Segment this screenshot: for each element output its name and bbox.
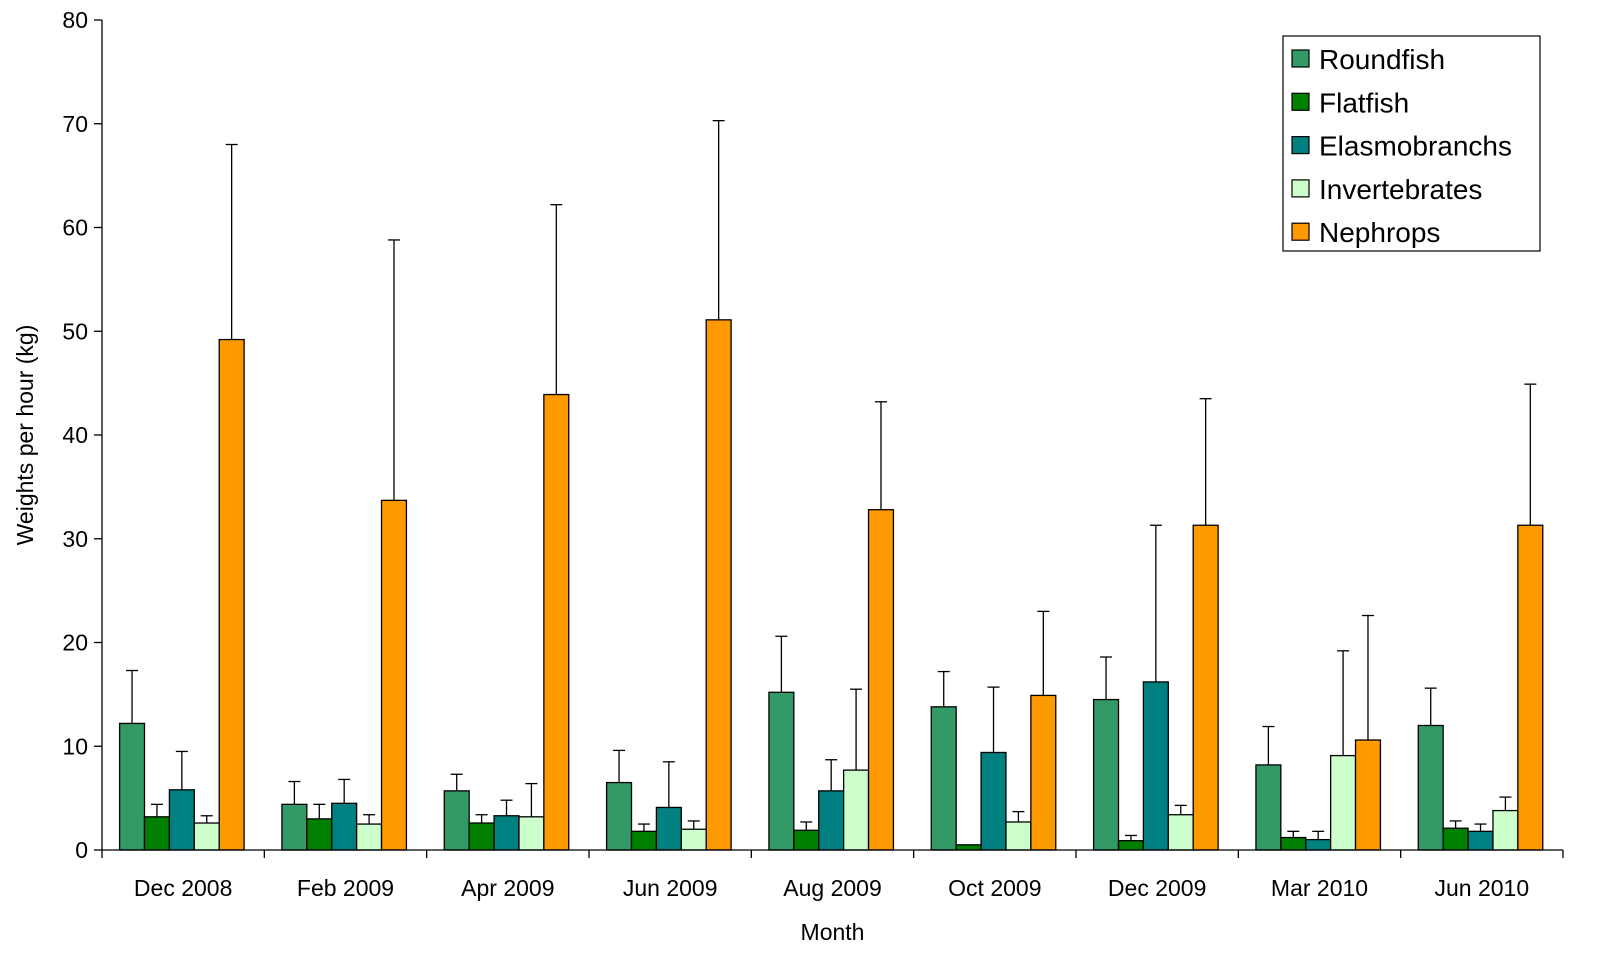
x-tick-label: Jun 2010	[1435, 875, 1530, 901]
legend-items: Roundfish Flatfish Elasmobranchs Invertebra…	[1291, 44, 1512, 248]
bar-nephrops	[1030, 694, 1057, 851]
legend-label-nephrops: Nephrops	[1319, 217, 1440, 248]
x-tick-label: Mar 2010	[1271, 875, 1368, 901]
bar-roundfish	[281, 803, 308, 851]
x-tick-label: Oct 2009	[948, 875, 1041, 901]
bar-nephrops	[705, 319, 732, 851]
legend-label-roundfish: Roundfish	[1319, 44, 1445, 75]
bar-roundfish	[1417, 724, 1444, 851]
bar-invertebrates	[193, 822, 220, 851]
bar-invertebrates	[1329, 754, 1357, 851]
legend-swatch-elasmobranchs	[1291, 136, 1310, 155]
bar-elasmobranchs	[331, 802, 358, 851]
bar-elasmobranchs	[980, 751, 1007, 851]
y-tick-label: 30	[62, 526, 88, 552]
y-tick-label: 70	[62, 111, 88, 137]
x-tick-label: Apr 2009	[461, 875, 554, 901]
bar-elasmobranchs	[493, 815, 520, 851]
legend-box	[1282, 35, 1541, 252]
bar-elasmobranchs	[168, 789, 195, 851]
bar-roundfish	[930, 706, 957, 851]
y-tick-label: 60	[62, 215, 88, 241]
y-tick-label: 0	[75, 837, 88, 863]
bar-elasmobranchs	[1467, 830, 1494, 851]
legend-swatch-flatfish	[1291, 92, 1310, 111]
bar-nephrops	[867, 509, 895, 851]
bar-roundfish	[1092, 698, 1120, 851]
y-tick-label: 40	[62, 422, 88, 448]
bar-flatfish	[630, 830, 658, 851]
bar-flatfish	[468, 822, 495, 851]
y-ticks: 0 10 20 30 40 50 60 70 80	[62, 7, 102, 863]
bar-invertebrates	[355, 823, 383, 851]
legend-label-invertebrates: Invertebrates	[1319, 174, 1482, 205]
bar-roundfish	[605, 781, 633, 851]
y-tick-label: 80	[62, 7, 88, 33]
bar-flatfish	[1117, 840, 1145, 851]
x-axis-title: Month	[801, 919, 865, 945]
bar-nephrops	[1354, 739, 1382, 851]
x-ticks: Dec 2008 Feb 2009 Apr 2009 Jun 2009 Aug 2009…	[101, 850, 1564, 901]
bar-invertebrates	[842, 769, 870, 851]
y-tick-label: 20	[62, 630, 88, 656]
bar-nephrops	[380, 499, 408, 851]
legend: Roundfish Flatfish Elasmobranchs Invertebra…	[1282, 35, 1541, 252]
error-bars-layer	[126, 119, 1537, 841]
bar-nephrops	[1517, 524, 1544, 851]
x-tick-label: Feb 2009	[297, 875, 394, 901]
x-tick-label: Aug 2009	[783, 875, 881, 901]
bar-nephrops	[1192, 524, 1219, 851]
bar-flatfish	[1442, 827, 1469, 851]
bar-invertebrates	[1492, 809, 1519, 851]
bar-invertebrates	[518, 816, 545, 851]
bar-elasmobranchs	[1305, 838, 1332, 851]
bar-elasmobranchs	[1142, 681, 1169, 851]
bar-flatfish	[793, 829, 820, 851]
bar-roundfish	[118, 722, 146, 851]
bar-elasmobranchs	[818, 790, 845, 851]
legend-swatch-nephrops	[1291, 222, 1310, 241]
y-tick-label: 10	[62, 733, 88, 759]
bar-flatfish	[143, 816, 171, 851]
y-axis-title: Weights per hour (kg)	[12, 325, 38, 546]
bar-invertebrates	[1167, 814, 1194, 851]
bar-flatfish	[1280, 836, 1307, 851]
legend-swatch-invertebrates	[1291, 179, 1310, 198]
x-tick-label: Jun 2009	[623, 875, 718, 901]
bar-flatfish	[955, 844, 982, 851]
legend-label-flatfish: Flatfish	[1319, 87, 1409, 118]
bar-invertebrates	[680, 828, 707, 851]
legend-swatch-roundfish	[1291, 49, 1310, 68]
x-tick-label: Dec 2008	[134, 875, 232, 901]
bar-roundfish	[1255, 764, 1282, 851]
bar-nephrops	[218, 338, 245, 851]
bar-flatfish	[306, 818, 333, 851]
y-tick-label: 50	[62, 318, 88, 344]
bar-roundfish	[768, 691, 795, 851]
x-tick-label: Dec 2009	[1108, 875, 1206, 901]
legend-label-elasmobranchs: Elasmobranchs	[1319, 131, 1512, 162]
bar-roundfish	[443, 790, 470, 851]
bar-invertebrates	[1005, 821, 1032, 851]
bar-nephrops	[543, 393, 570, 851]
bar-elasmobranchs	[655, 806, 682, 851]
